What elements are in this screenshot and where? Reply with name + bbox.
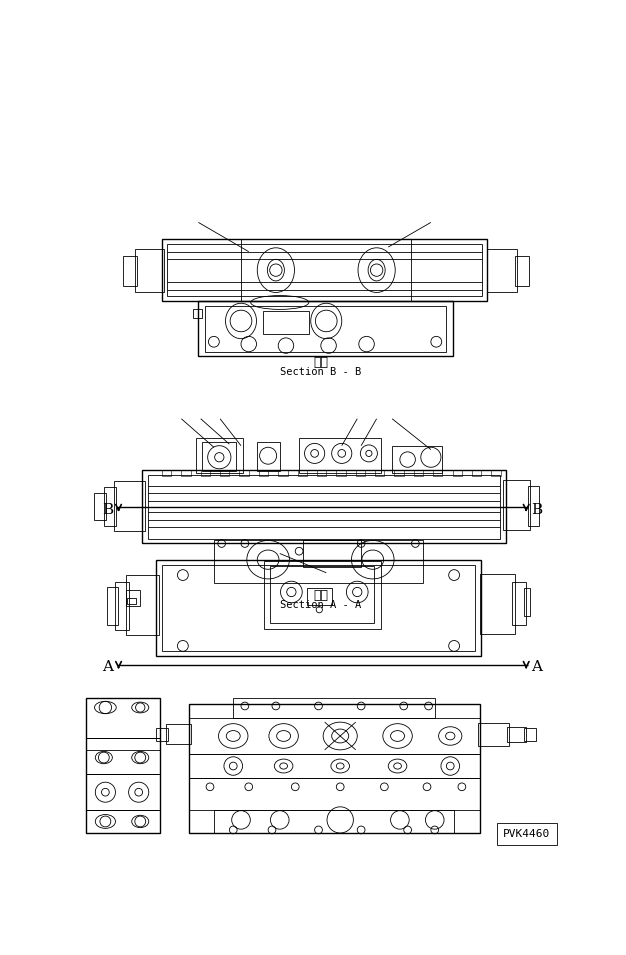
Text: B: B [102, 503, 113, 518]
Bar [497, 823, 557, 844]
Text: Section A - A: Section A - A [280, 600, 361, 610]
Text: A: A [102, 661, 113, 674]
Bar [356, 471, 365, 476]
Bar [524, 729, 535, 741]
Bar [392, 446, 443, 473]
Bar [162, 240, 488, 301]
Text: PVK4460: PVK4460 [503, 829, 551, 838]
Bar [162, 565, 475, 650]
Bar [148, 475, 500, 539]
Bar [270, 565, 374, 623]
Bar [123, 256, 137, 286]
Bar [205, 306, 446, 351]
Bar [86, 698, 160, 738]
Bar [104, 487, 116, 526]
Bar [241, 240, 411, 301]
Bar [86, 698, 160, 833]
Bar [528, 486, 538, 526]
Bar [453, 471, 462, 476]
Bar [259, 471, 268, 476]
Bar [264, 562, 381, 629]
Bar [214, 810, 454, 833]
Bar [488, 249, 517, 291]
Bar [189, 717, 480, 754]
Bar [299, 438, 381, 473]
Bar [240, 471, 249, 476]
Text: A: A [531, 661, 541, 674]
Bar [233, 698, 434, 717]
Bar [189, 777, 480, 810]
Bar [512, 582, 526, 626]
Bar [303, 541, 361, 567]
Bar [433, 471, 443, 476]
Bar [278, 471, 287, 476]
Bar [189, 754, 480, 777]
Bar [214, 541, 423, 583]
Bar [414, 471, 423, 476]
Bar [86, 738, 160, 775]
Bar [142, 471, 506, 543]
Bar [196, 438, 242, 473]
Bar [201, 471, 210, 476]
Bar [480, 574, 515, 634]
Bar [114, 481, 145, 531]
Bar [515, 256, 528, 286]
Text: 断面: 断面 [314, 356, 328, 369]
Bar [394, 471, 404, 476]
Bar [189, 704, 480, 833]
Text: Section B - B: Section B - B [280, 367, 361, 377]
Bar [524, 588, 530, 616]
Text: B: B [531, 503, 542, 518]
Bar [257, 442, 280, 471]
Bar [156, 728, 168, 741]
Bar [202, 442, 237, 471]
Bar [472, 471, 481, 476]
Bar [86, 775, 160, 810]
Text: 断面: 断面 [314, 589, 328, 603]
Bar [126, 590, 140, 605]
Bar [263, 311, 309, 334]
Bar [336, 471, 346, 476]
Bar [307, 588, 332, 605]
Bar [127, 598, 136, 605]
Bar [162, 471, 172, 476]
Bar [507, 727, 526, 742]
Bar [297, 471, 307, 476]
Bar [375, 471, 384, 476]
Bar [107, 586, 118, 626]
Bar [503, 480, 530, 530]
Bar [135, 249, 164, 291]
Bar [126, 575, 159, 635]
Bar [198, 301, 453, 356]
Bar [220, 471, 229, 476]
Bar [491, 471, 501, 476]
Bar [193, 308, 202, 318]
Bar [115, 582, 130, 629]
Bar [86, 810, 160, 833]
Bar [317, 471, 326, 476]
Bar [478, 723, 509, 746]
Bar [156, 560, 481, 656]
Bar [166, 725, 191, 745]
Bar [182, 471, 191, 476]
Bar [167, 244, 482, 296]
Bar [94, 494, 106, 520]
